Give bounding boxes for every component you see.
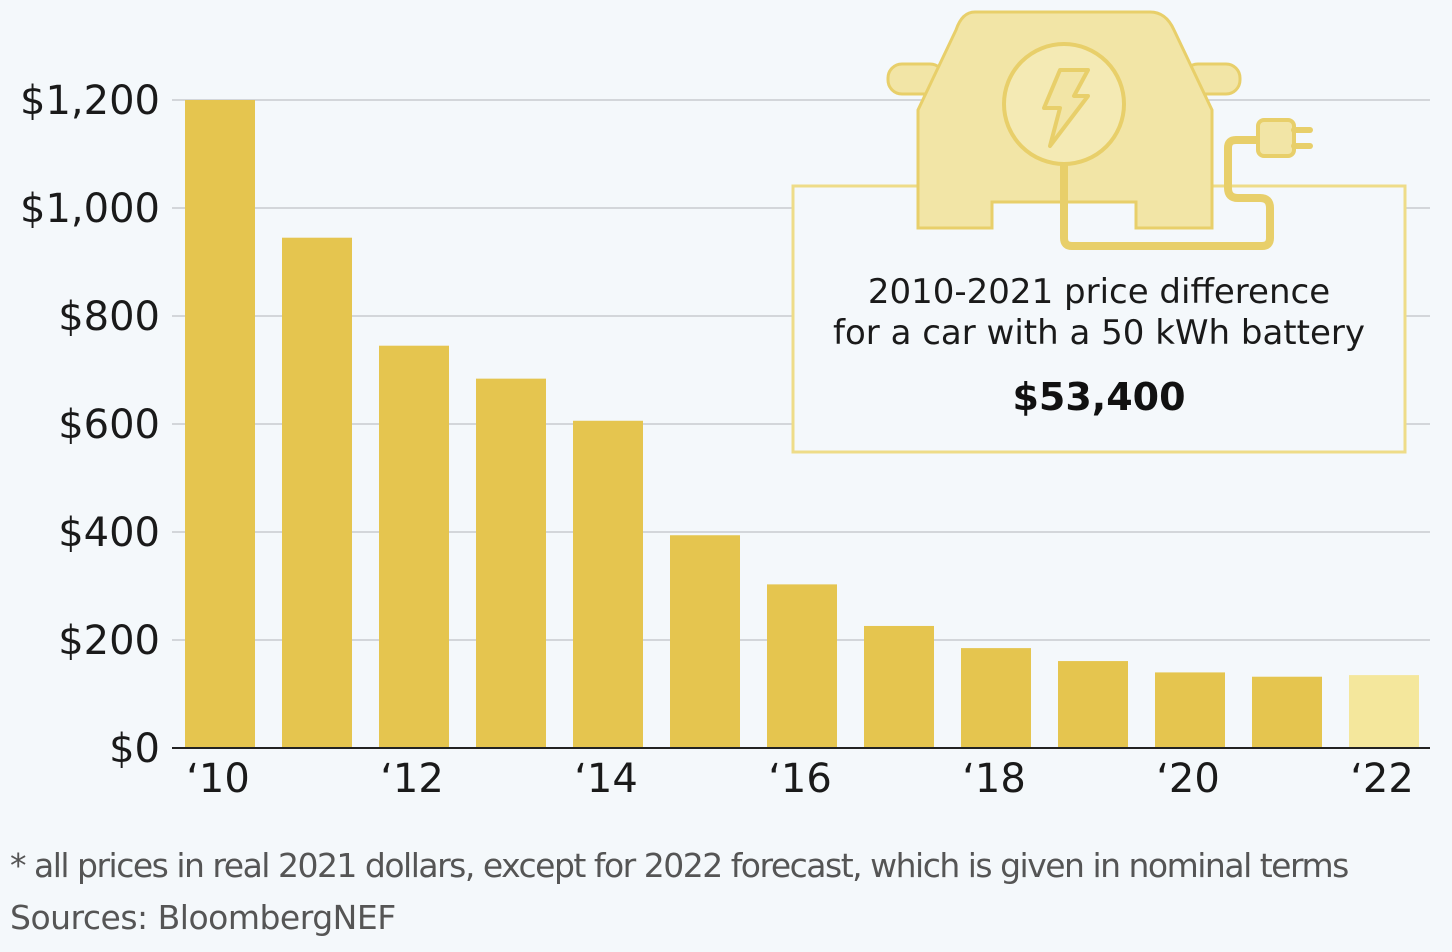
callout-value: $53,400 xyxy=(1012,375,1185,419)
callout-line-2: for a car with a 50 kWh battery xyxy=(833,313,1365,353)
bar-2013 xyxy=(476,378,546,748)
bar-2010 xyxy=(185,100,255,748)
price-difference-callout: 2010-2021 price difference for a car wit… xyxy=(791,184,1407,454)
y-tick-label: $200 xyxy=(58,618,160,664)
bar-2011 xyxy=(282,237,352,748)
y-tick-label: $800 xyxy=(58,294,160,340)
bar-2022 xyxy=(1349,675,1419,748)
footnote-source: Sources: BloombergNEF xyxy=(10,898,396,937)
x-tick-label: ‘16 xyxy=(768,756,832,802)
bar-2018 xyxy=(961,648,1031,748)
y-tick-label: $1,200 xyxy=(20,78,160,124)
bar-2015 xyxy=(670,535,740,748)
x-axis-ticks: ‘10 ‘12 ‘14 ‘16 ‘18 ‘20 ‘22 xyxy=(186,756,1414,802)
y-tick-label: $1,000 xyxy=(20,186,160,232)
x-tick-label: ‘20 xyxy=(1156,756,1220,802)
x-tick-label: ‘14 xyxy=(574,756,638,802)
callout-box xyxy=(791,184,1407,454)
bar-2012 xyxy=(379,345,449,748)
y-tick-label: $400 xyxy=(58,510,160,556)
bar-2019 xyxy=(1058,661,1128,748)
x-tick-label: ‘10 xyxy=(186,756,250,802)
x-tick-label: ‘18 xyxy=(962,756,1026,802)
y-tick-label: $0 xyxy=(109,726,160,772)
y-axis-ticks: $0 $200 $400 $600 $800 $1,000 $1,200 xyxy=(20,78,160,772)
bar-2017 xyxy=(864,625,934,748)
bar-2016 xyxy=(767,584,837,748)
electric-car-icon xyxy=(886,10,1313,250)
x-tick-label: ‘12 xyxy=(380,756,444,802)
bar-2014 xyxy=(573,420,643,748)
bar-2021 xyxy=(1252,676,1322,748)
battery-price-chart: $0 $200 $400 $600 $800 $1,000 $1,200 ‘10 ‘12 ‘14… xyxy=(20,10,1430,802)
callout-line-1: 2010-2021 price difference xyxy=(868,272,1330,312)
bar-2020 xyxy=(1155,672,1225,748)
footnote-prices: * all prices in real 2021 dollars, excep… xyxy=(10,846,1349,885)
y-tick-label: $600 xyxy=(58,402,160,448)
bars xyxy=(185,100,1419,748)
x-tick-label: ‘22 xyxy=(1350,756,1414,802)
